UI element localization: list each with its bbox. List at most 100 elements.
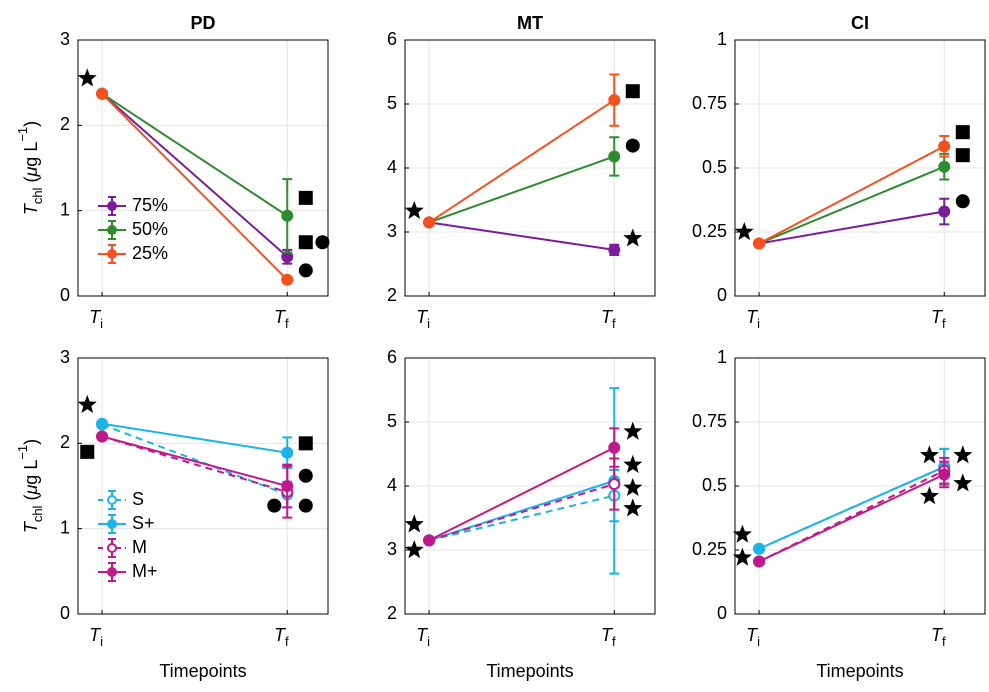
x-axis-label: Timepoints [159,661,246,681]
y-axis-label-part: −1 [15,445,30,460]
y-tick-label: 3 [387,221,397,241]
x-tick-label-main: T [601,307,614,327]
square-marker [80,444,95,459]
y-tick-label: 6 [387,347,397,367]
data-point [938,205,951,218]
x-tick-label: Ti [89,625,103,650]
data-point [608,478,621,491]
x-tick-label: Ti [746,625,760,650]
data-point [423,534,436,547]
legend-item: S [98,489,144,510]
star-marker [404,540,424,559]
y-tick-label: 0 [717,603,727,623]
data-point [281,209,294,222]
star-marker [623,477,643,496]
series-line [758,145,945,245]
y-axis-label-part: ) [21,439,41,445]
data-point [608,150,621,163]
square-marker [298,235,313,250]
y-axis-label-part: T [21,202,41,215]
circle-marker [267,498,282,513]
series-line [101,422,288,454]
x-tick-label-sub: f [612,634,616,649]
y-axis-label: Tchl (μg L−1) [15,439,45,533]
star-marker [919,486,939,505]
series-line [428,483,615,542]
star-marker [77,68,97,87]
legend-item: 25% [98,243,168,264]
y-tick-label: 3 [60,347,70,367]
y-tick-label: 0.5 [702,475,727,495]
y-tick-label: 6 [387,29,397,49]
square-marker [298,190,313,205]
legend-label: 25% [132,243,168,263]
legend-item: 50% [98,219,168,240]
square-marker [955,125,970,140]
x-tick-label-main: T [274,625,287,645]
y-tick-label: 0 [60,603,70,623]
legend-marker [107,225,117,235]
series-line [428,446,615,542]
x-tick-label-sub: i [427,634,430,649]
data-point [938,140,951,153]
x-axis-label: Timepoints [816,661,903,681]
y-axis-label-part: chl [30,505,45,522]
y-tick-label: 0.75 [692,93,727,113]
legend-item: 75% [98,195,168,216]
legend-label: S [132,489,144,509]
y-tick-label: 0.25 [692,539,727,559]
y-tick-label: 1 [717,29,727,49]
y-axis-label-part: g L [21,142,41,167]
x-tick-label: Ti [89,307,103,332]
y-axis-label-part: ) [21,121,41,127]
x-tick-label-sub: i [757,316,760,331]
legend-marker [107,201,117,211]
y-tick-label: 2 [387,285,397,305]
square-marker [955,148,970,163]
x-tick-label-main: T [746,625,759,645]
y-axis-label-part: μ [21,167,41,178]
circle-marker [298,498,313,513]
y-tick-label: 5 [387,93,397,113]
legend-marker [107,543,117,553]
axes-box [404,357,656,615]
data-point [281,273,294,286]
x-tick-label: Ti [746,307,760,332]
star-marker [953,445,973,464]
y-axis-label-part: g L [21,460,41,485]
x-tick-label-sub: f [942,316,946,331]
circle-marker [298,263,313,278]
data-point [938,160,951,173]
x-tick-label: Ti [416,625,430,650]
y-tick-label: 1 [60,199,70,219]
star-marker [734,222,754,241]
y-tick-label: 1 [60,517,70,537]
series-line [428,494,615,542]
y-axis-label-part: T [21,520,41,533]
data-point [281,446,294,459]
y-tick-label: 0.25 [692,221,727,241]
y-tick-label: 0.5 [702,157,727,177]
star-marker [623,454,643,473]
x-tick-label-sub: f [942,634,946,649]
star-marker [919,445,939,464]
y-tick-label: 2 [387,603,397,623]
square-marker [298,436,313,451]
legend-item: M+ [98,561,158,582]
legend-marker [107,495,117,505]
x-tick-label-sub: i [757,634,760,649]
x-tick-label: Tf [601,307,616,332]
x-tick-label-sub: i [427,316,430,331]
y-axis-label-part: −1 [15,127,30,142]
series-line [758,465,945,550]
legend-label: S+ [132,513,155,533]
x-tick-label-main: T [89,307,102,327]
star-marker [732,547,752,566]
star-marker [404,200,424,219]
series-line [758,165,945,245]
data-point [96,417,109,430]
data-point [938,468,951,481]
x-tick-label-sub: f [285,634,289,649]
